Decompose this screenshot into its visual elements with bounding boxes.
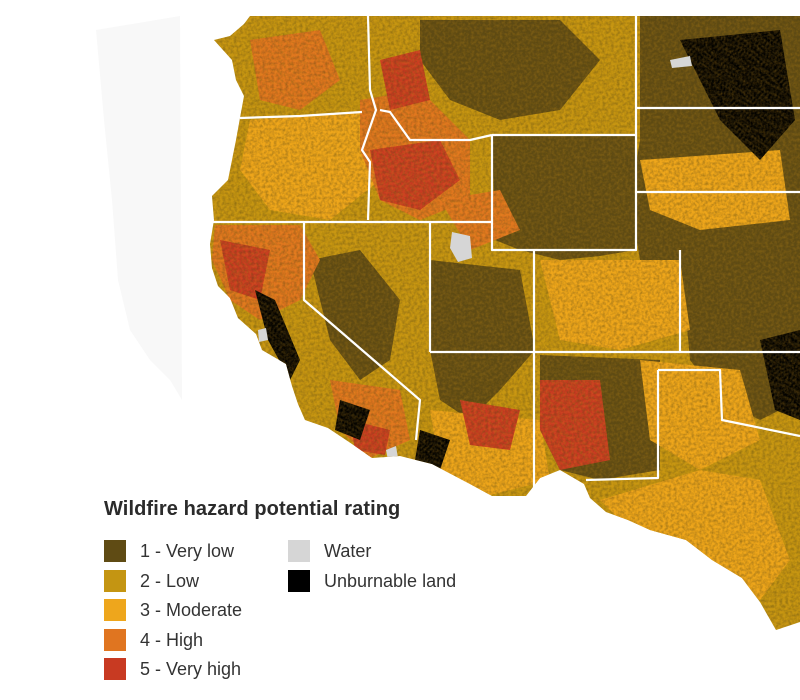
legend-title: Wildfire hazard potential rating — [104, 498, 401, 520]
faint-landmass-backdrop — [96, 16, 182, 400]
legend-label: Water — [324, 540, 372, 561]
legend-swatch — [288, 570, 310, 592]
legend-item-very-low: 1 - Very low — [104, 540, 234, 562]
state-borders — [212, 15, 800, 496]
legend-label: 1 - Very low — [140, 540, 235, 561]
legend-swatch — [104, 540, 126, 562]
legend-item-water: Water — [288, 540, 371, 562]
legend-label: 2 - Low — [140, 570, 200, 591]
legend-label: Unburnable land — [324, 570, 457, 591]
legend-swatch — [288, 540, 310, 562]
legend: Wildfire hazard potential rating 1 - Ver… — [104, 498, 524, 688]
legend-swatch — [104, 570, 126, 592]
legend-swatch — [104, 629, 126, 651]
legend-item-low: 2 - Low — [104, 570, 199, 592]
legend-swatch — [104, 599, 126, 621]
legend-item-moderate: 3 - Moderate — [104, 599, 242, 621]
legend-label: 5 - Very high — [140, 658, 242, 679]
legend-label: 3 - Moderate — [140, 599, 243, 620]
legend-item-unburnable-land: Unburnable land — [288, 570, 456, 592]
legend-item-high: 4 - High — [104, 629, 203, 651]
legend-label: 4 - High — [140, 629, 204, 650]
legend-item-very-high: 5 - Very high — [104, 658, 241, 680]
legend-swatch — [104, 658, 126, 680]
